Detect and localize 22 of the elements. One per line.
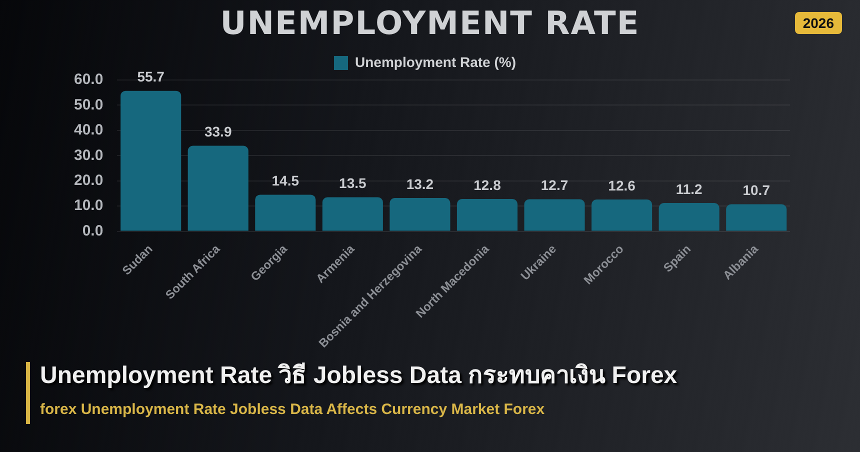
data-label: 13.2 <box>406 176 434 192</box>
y-tick-label: 30.0 <box>74 146 104 164</box>
data-label: 10.7 <box>742 182 770 198</box>
data-label: 12.6 <box>608 177 636 194</box>
legend-label: Unemployment Rate (%) <box>354 54 516 70</box>
data-label: 11.2 <box>676 180 703 197</box>
y-tick-label: 60.0 <box>74 71 104 88</box>
y-tick-label: 0.0 <box>82 222 104 240</box>
text: forex Unemployment Rate Jobless Data Affects Currency Market Forex <box>40 401 545 418</box>
y-tick-label: 40.0 <box>74 122 104 139</box>
text: Unemployment Rate วิธี Jobless Data กระทบคาเงิน Forex <box>40 362 678 389</box>
y-tick-label: 10.0 <box>74 197 104 214</box>
y-tick-label: 20.0 <box>74 172 104 189</box>
data-label: 12.7 <box>540 177 568 194</box>
data-label: 55.7 <box>137 68 165 85</box>
y-tick-label: 50.0 <box>74 96 104 114</box>
data-label: 14.5 <box>272 172 300 189</box>
text: 2026 <box>802 15 834 31</box>
data-label: 33.9 <box>204 124 232 140</box>
data-label: 12.8 <box>474 176 502 193</box>
chart-title: UNEMPLOYMENT RATE <box>220 4 640 42</box>
data-label: 13.5 <box>339 175 367 192</box>
